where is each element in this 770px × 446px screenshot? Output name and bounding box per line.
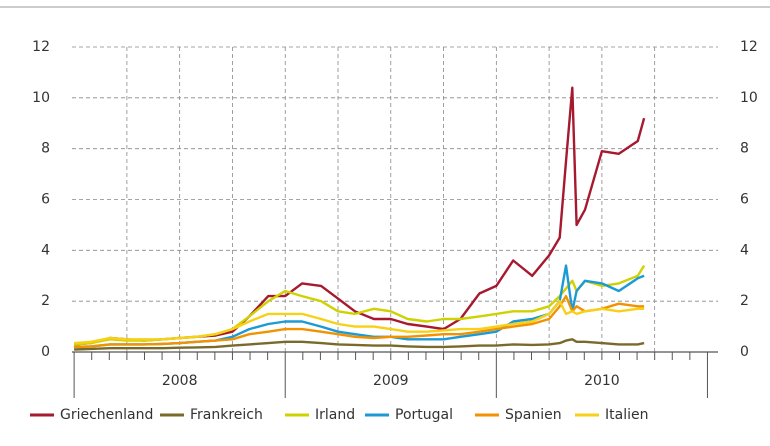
y2-tick-label: 6	[740, 192, 749, 208]
series-line	[74, 264, 646, 346]
series-line	[74, 300, 645, 345]
y-tick-label: 12	[32, 39, 50, 55]
y2-tick-label: 10	[740, 90, 758, 106]
y2-tick-label: 0	[740, 344, 749, 360]
y2-tick-label: 4	[740, 242, 749, 258]
y2-tick-label: 12	[740, 39, 758, 55]
y-tick-label: 0	[41, 344, 50, 360]
y-tick-label: 4	[41, 242, 50, 258]
y-tick-label: 6	[41, 192, 50, 208]
legend-label: Irland	[315, 407, 355, 423]
y2-tick-label: 8	[740, 141, 749, 157]
x-tick-label: 2010	[584, 373, 620, 389]
legend-label: Italien	[605, 407, 648, 423]
y-tick-label: 2	[41, 293, 50, 309]
legend-label: Frankreich	[190, 407, 263, 423]
x-tick-label: 2008	[162, 373, 198, 389]
y2-tick-label: 2	[740, 293, 749, 309]
x-tick-label: 2009	[373, 373, 409, 389]
series-line	[74, 338, 645, 351]
legend-label: Griechenland	[60, 407, 153, 423]
y-tick-label: 10	[32, 90, 50, 106]
legend-label: Spanien	[505, 407, 562, 423]
y-tick-label: 8	[41, 141, 50, 157]
legend-label: Portugal	[395, 407, 453, 423]
